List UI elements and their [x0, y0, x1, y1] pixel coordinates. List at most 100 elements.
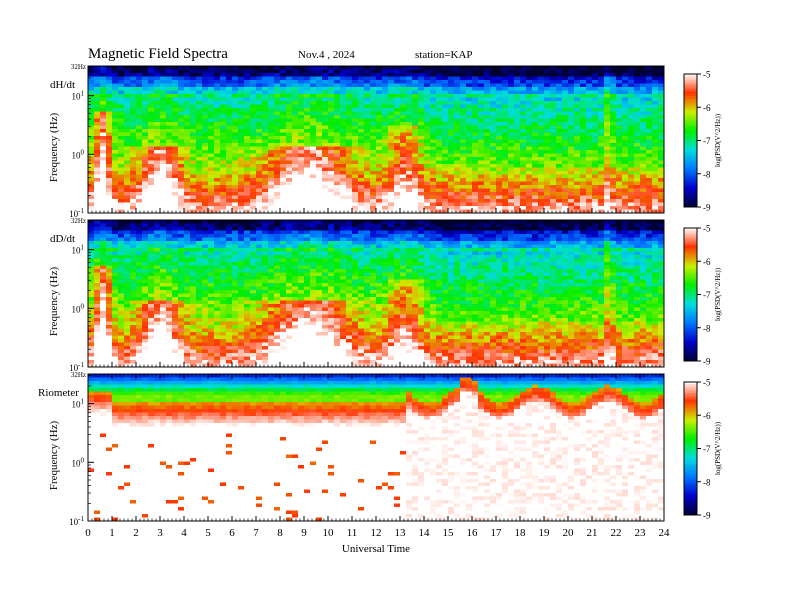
heatmap-cell: [562, 76, 569, 81]
heatmap-cell: [598, 146, 605, 151]
heatmap-cell: [640, 143, 647, 147]
heatmap-cell: [118, 76, 125, 81]
heatmap-cell: [352, 164, 359, 168]
heatmap-cell: [412, 76, 419, 81]
heatmap-cell: [448, 146, 455, 151]
heatmap-cell: [454, 188, 461, 193]
heatmap-cell: [124, 160, 131, 165]
heatmap-cell: [346, 122, 353, 126]
heatmap-cell: [370, 101, 377, 105]
heatmap-cell: [562, 209, 569, 214]
heatmap-cell: [430, 136, 437, 140]
heatmap-cell: [406, 87, 413, 91]
heatmap-cell: [172, 104, 179, 109]
heatmap-cell: [430, 188, 437, 193]
heatmap-cell: [640, 132, 647, 137]
heatmap-cell: [214, 108, 221, 112]
heatmap-cell: [436, 129, 443, 133]
heatmap-cell: [184, 80, 191, 84]
heatmap-cell: [196, 209, 203, 214]
heatmap-cell: [538, 164, 545, 168]
heatmap-cell: [220, 178, 227, 182]
heatmap-cell: [268, 139, 275, 144]
heatmap-cell: [178, 87, 185, 91]
heatmap-cell: [226, 122, 233, 126]
heatmap-cell: [370, 209, 377, 214]
heatmap-cell: [148, 195, 155, 200]
heatmap-cell: [502, 83, 509, 88]
heatmap-cell: [490, 97, 497, 102]
heatmap-cell: [184, 104, 191, 109]
heatmap-cell: [478, 76, 485, 81]
heatmap-cell: [286, 199, 293, 203]
heatmap-cell: [508, 125, 515, 130]
heatmap-cell: [622, 83, 629, 88]
heatmap-cell: [616, 188, 623, 193]
heatmap-cell: [466, 199, 473, 203]
heatmap-cell: [490, 192, 497, 196]
heatmap-cell: [322, 108, 329, 112]
heatmap-cell: [112, 80, 119, 84]
heatmap-cell: [484, 139, 491, 144]
heatmap-cell: [652, 101, 659, 105]
heatmap-cell: [628, 153, 635, 158]
heatmap-cell: [562, 111, 569, 116]
heatmap-cell: [106, 241, 113, 245]
heatmap-cell: [244, 111, 251, 116]
heatmap-cell: [148, 167, 155, 172]
heatmap-cell: [556, 139, 563, 144]
heatmap-cell: [454, 69, 461, 74]
heatmap-cell: [106, 321, 113, 326]
heatmap-cell: [388, 132, 395, 137]
heatmap-cell: [100, 265, 107, 270]
heatmap-cell: [316, 171, 323, 175]
heatmap-cell: [112, 258, 119, 263]
colorbar-segment: [684, 89, 697, 93]
heatmap-cell: [136, 174, 143, 179]
heatmap-cell: [166, 76, 173, 81]
heatmap-cell: [646, 206, 653, 210]
heatmap-cell: [520, 76, 527, 81]
heatmap-cell: [466, 160, 473, 165]
heatmap-cell: [490, 122, 497, 126]
heatmap-cell: [352, 73, 359, 77]
heatmap-cell: [280, 73, 287, 77]
heatmap-cell: [598, 202, 605, 207]
heatmap-cell: [652, 108, 659, 112]
heatmap-cell: [496, 129, 503, 133]
y-tick-label: 101: [72, 90, 85, 102]
colorbar-segment: [684, 162, 697, 166]
heatmap-cell: [346, 157, 353, 161]
heatmap-cell: [106, 255, 113, 259]
heatmap-cell: [364, 195, 371, 200]
heatmap-cell: [580, 97, 587, 102]
heatmap-cell: [550, 174, 557, 179]
heatmap-cell: [334, 199, 341, 203]
heatmap-cell: [130, 101, 137, 105]
heatmap-cell: [466, 132, 473, 137]
heatmap-cell: [364, 181, 371, 186]
heatmap-cell: [442, 136, 449, 140]
heatmap-cell: [538, 150, 545, 154]
heatmap-cell: [640, 178, 647, 182]
heatmap-cell: [478, 195, 485, 200]
heatmap-cell: [136, 146, 143, 151]
heatmap-cell: [616, 136, 623, 140]
heatmap-cell: [490, 108, 497, 112]
heatmap-cell: [232, 73, 239, 77]
heatmap-cell: [94, 139, 101, 144]
heatmap-cell: [382, 80, 389, 84]
colorbar-segment: [684, 158, 697, 161]
heatmap-cell: [88, 283, 95, 287]
heatmap-cell: [658, 178, 665, 182]
heatmap-cell: [298, 94, 305, 98]
heatmap-cell: [466, 94, 473, 98]
heatmap-cell: [280, 185, 287, 189]
heatmap-cell: [430, 199, 437, 203]
heatmap-cell: [328, 164, 335, 168]
heatmap-cell: [478, 174, 485, 179]
heatmap-cell: [250, 80, 257, 84]
heatmap-cell: [370, 160, 377, 165]
heatmap-cell: [598, 181, 605, 186]
heatmap-cell: [244, 90, 251, 95]
